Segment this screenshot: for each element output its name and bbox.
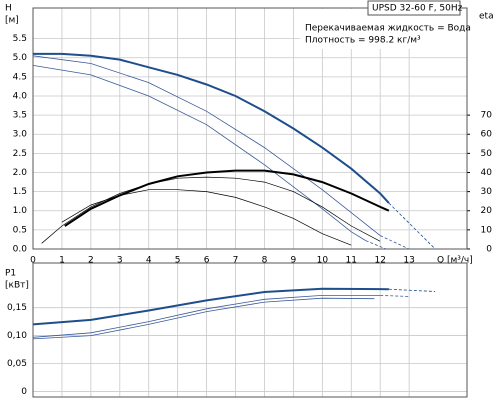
x-tick-label: 11 xyxy=(346,256,357,266)
y-axis-unit: [м] xyxy=(5,16,19,26)
x-tick-label: 5 xyxy=(175,256,181,266)
x-tick-label: 0 xyxy=(30,256,36,266)
y-tick-label: 0.0 xyxy=(13,245,28,255)
y-tick-label: 4.5 xyxy=(13,72,27,82)
y2-tick-label: 20 xyxy=(481,206,493,216)
x-tick-label: 8 xyxy=(262,256,268,266)
x-tick-label: 13 xyxy=(403,256,414,266)
plot-frame xyxy=(32,7,468,250)
y2-tick-label: 60 xyxy=(481,130,493,140)
y-tick-label: 3.5 xyxy=(13,111,27,121)
x-tick-label: 1 xyxy=(59,256,65,266)
y-tick-label: 5.0 xyxy=(13,53,28,63)
y-tick-label: 4.0 xyxy=(13,91,28,101)
curve xyxy=(41,176,381,244)
y-tick-label: 0 xyxy=(21,387,27,397)
x-tick-label: 6 xyxy=(204,256,210,266)
y-tick-label: 0,15 xyxy=(7,303,27,313)
y-tick-label: 2.5 xyxy=(13,149,27,159)
y2-tick-label: 50 xyxy=(481,149,493,159)
y2-axis-label: eta xyxy=(479,12,494,22)
curve xyxy=(388,202,436,250)
y2-tick-label: 40 xyxy=(481,168,493,178)
curve xyxy=(61,189,352,246)
curve xyxy=(380,235,410,250)
info-box xyxy=(367,0,461,16)
info-box-bg xyxy=(300,9,466,49)
curve xyxy=(380,295,410,297)
curve xyxy=(32,295,381,338)
info-title: UPSD 32-60 F, 50Hz xyxy=(372,4,463,14)
y2-tick-label: 30 xyxy=(481,187,493,197)
curve xyxy=(33,52,390,204)
curve xyxy=(32,65,366,241)
y-axis-label: H xyxy=(5,4,12,14)
x-tick-label: 7 xyxy=(233,256,239,266)
y2-tick-label: 70 xyxy=(481,111,493,121)
curve xyxy=(64,169,390,227)
curve xyxy=(365,240,387,250)
x-axis-label: Q [м³/ч] xyxy=(437,256,473,266)
x-tick-label: 9 xyxy=(291,256,297,266)
x-tick-label: 2 xyxy=(88,256,94,266)
y-tick-label: 1.0 xyxy=(13,206,28,216)
y-tick-label: 5.5 xyxy=(13,34,27,44)
y-tick-label: 2.0 xyxy=(13,168,28,178)
y-tick-label: 1.5 xyxy=(13,187,27,197)
y-tick-label: 0,10 xyxy=(7,331,27,341)
annotation: Перекачиваемая жидкость = Вода xyxy=(305,24,471,34)
y2-tick-label: 10 xyxy=(481,225,493,235)
x-tick-label: 10 xyxy=(317,256,329,266)
y-tick-label: 0.5 xyxy=(13,225,27,235)
curve xyxy=(32,55,381,236)
x-tick-label: 4 xyxy=(146,256,152,266)
curve xyxy=(32,297,375,340)
y-tick-label: 3.0 xyxy=(13,130,28,140)
x-tick-label: 12 xyxy=(374,256,385,266)
y-axis-unit: [кВт] xyxy=(5,281,29,291)
plot-frame xyxy=(32,262,468,398)
annotation: Плотность = 998.2 кг/м³ xyxy=(305,36,421,46)
x-tick-label: 3 xyxy=(117,256,123,266)
y-tick-label: 0,05 xyxy=(7,359,27,369)
y2-tick-label: 0 xyxy=(486,245,492,255)
y-axis-label: P1 xyxy=(5,269,16,279)
curve xyxy=(32,287,389,326)
curve xyxy=(388,288,436,292)
